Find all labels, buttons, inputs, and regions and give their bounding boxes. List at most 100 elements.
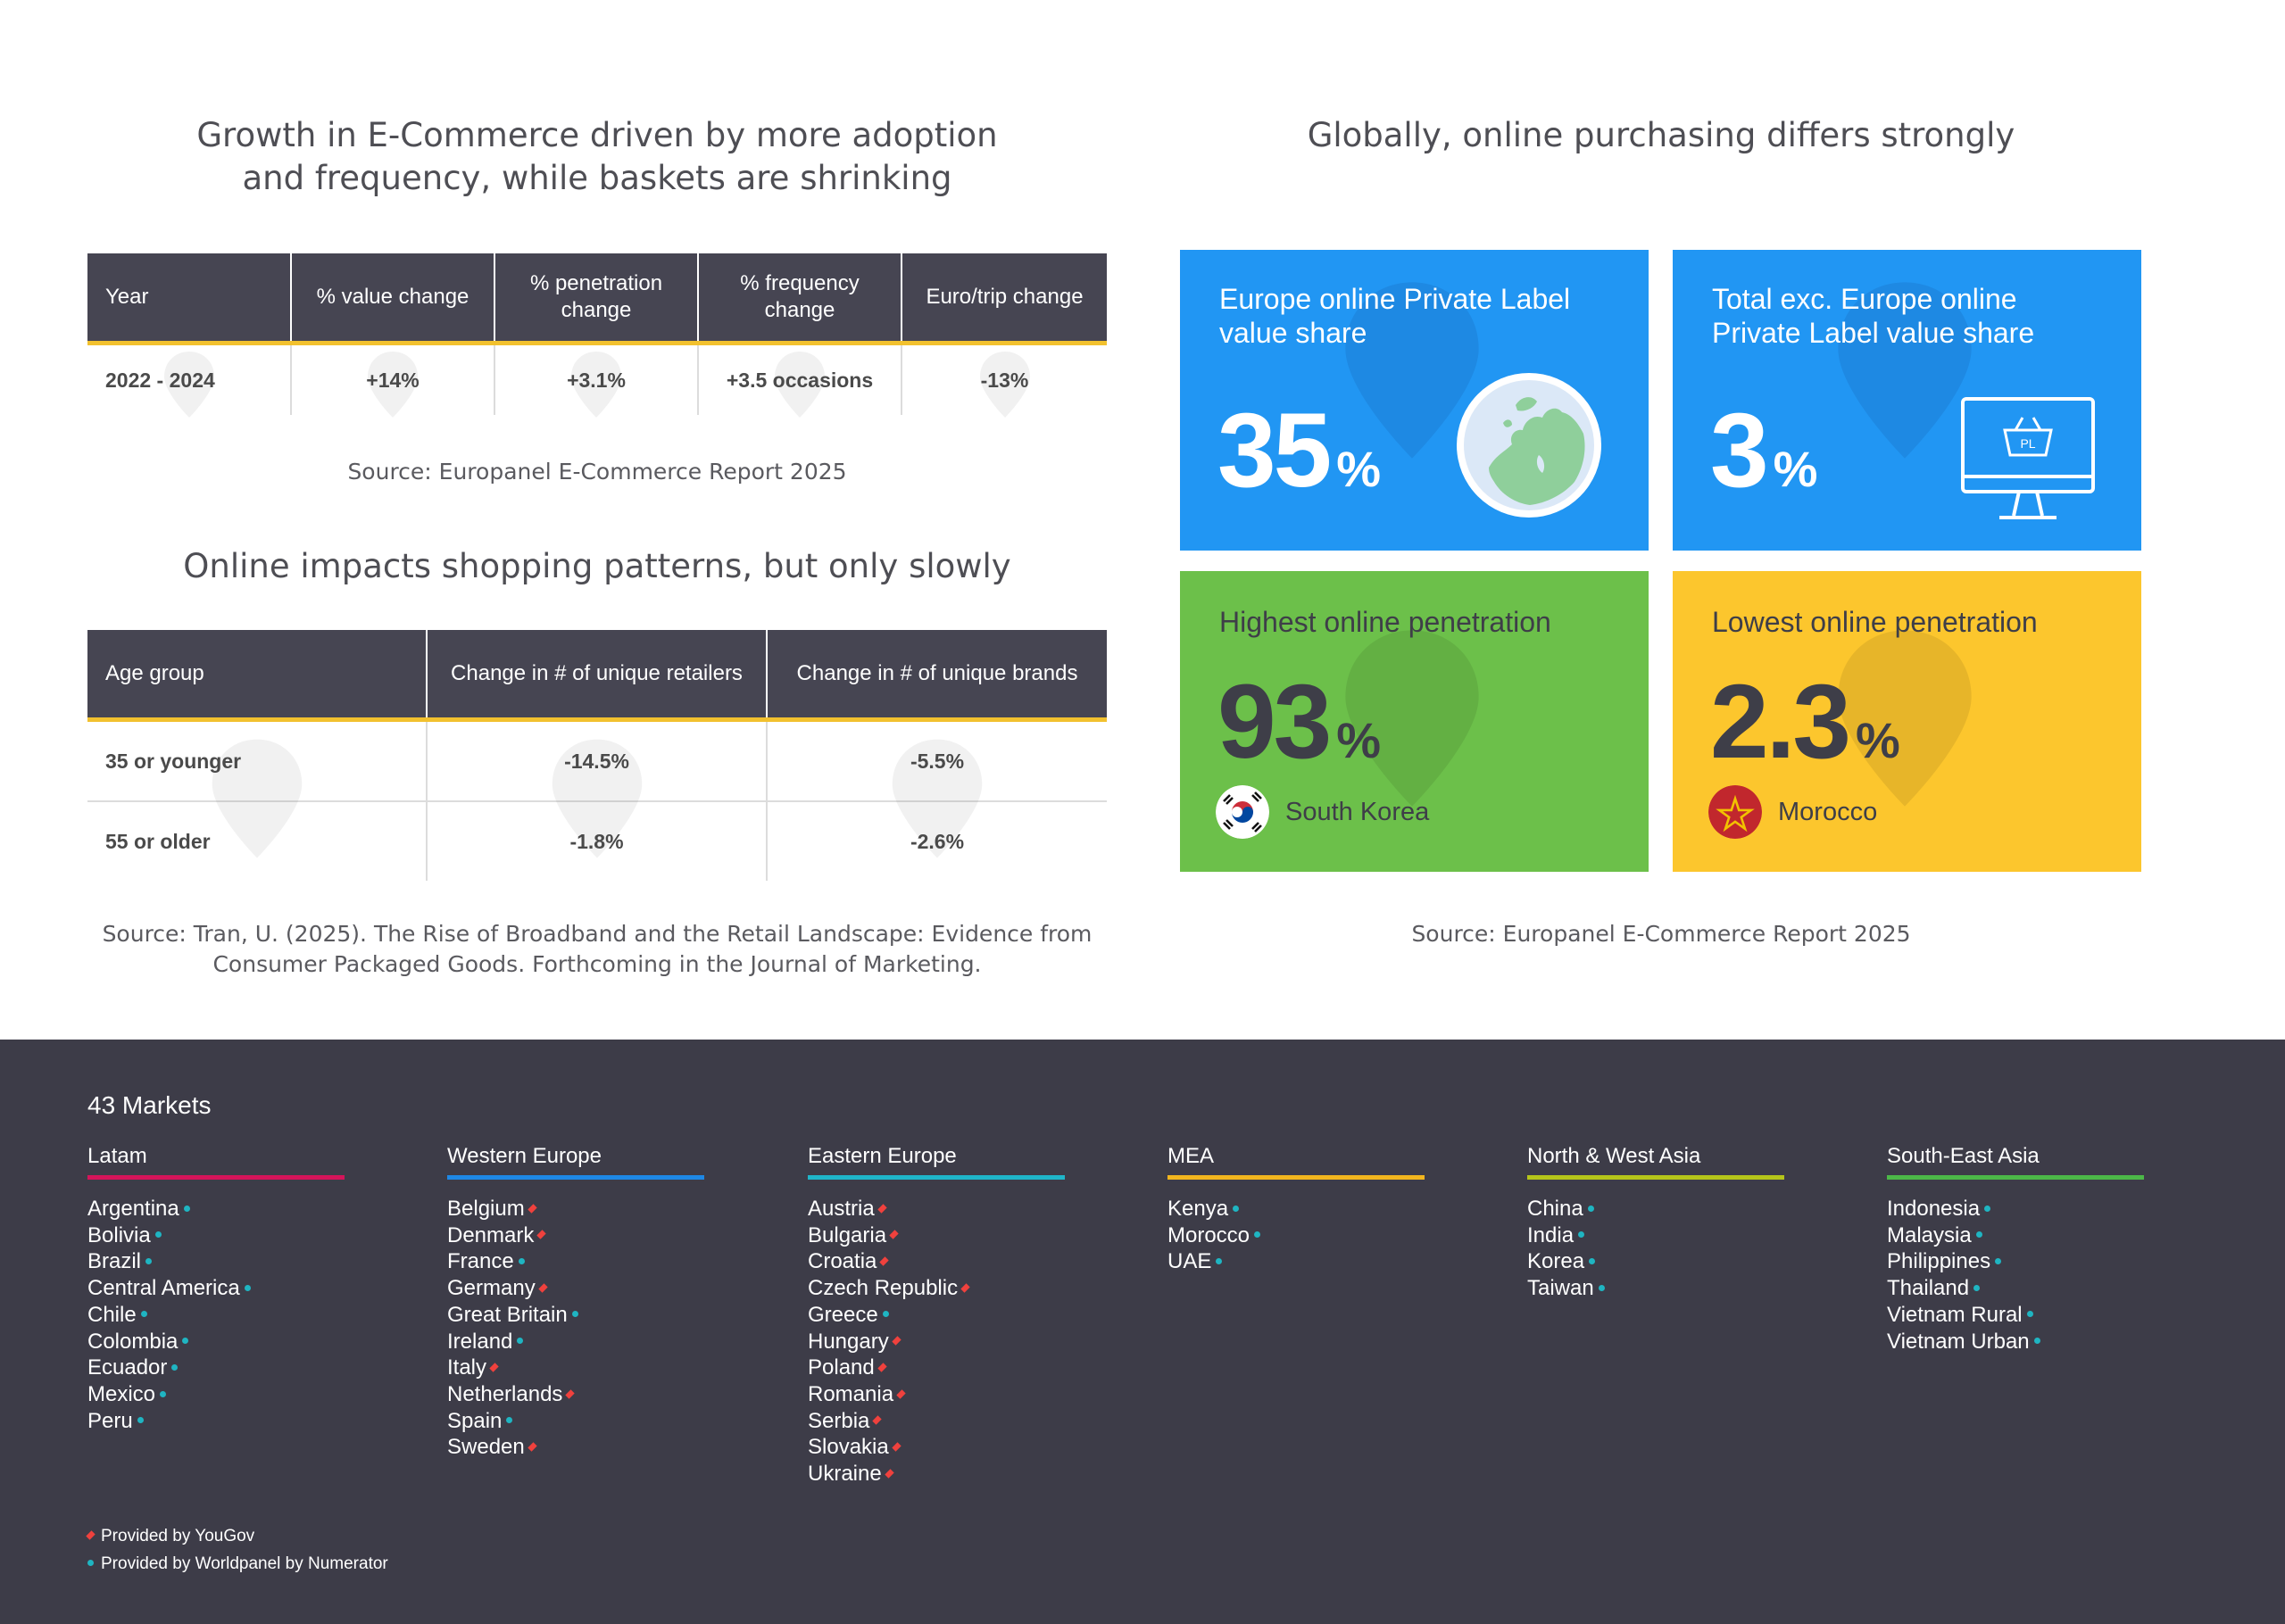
dot-marker-icon (1973, 1284, 1981, 1291)
country-name: Hungary (808, 1329, 889, 1354)
list-item: Romania (808, 1381, 1067, 1408)
table-header-row: Year % value change % penetration change… (87, 253, 1107, 345)
tile-value: 93% (1217, 663, 1382, 781)
diamond-marker-icon (528, 1442, 537, 1452)
tile-unit: % (1336, 441, 1382, 497)
dot-marker-icon (2033, 1338, 2040, 1345)
diamond-marker-icon (536, 1230, 547, 1240)
country-name: Chile (87, 1302, 137, 1327)
region-column: North & West Asia China India Korea Taiwan (1527, 1143, 1786, 1302)
dot-marker-icon (506, 1417, 513, 1424)
legend-worldpanel: Provided by Worldpanel by Numerator (87, 1554, 388, 1574)
diamond-marker-icon (892, 1442, 902, 1452)
country-name: Denmark (447, 1222, 535, 1247)
country-name: Korea (1527, 1249, 1585, 1274)
table-row: 35 or younger -14.5% -5.5% (87, 719, 1107, 858)
country-name: Ukraine (808, 1462, 882, 1487)
dot-marker-icon (1254, 1231, 1261, 1239)
dot-marker-icon (1587, 1205, 1594, 1212)
list-item: Sweden (447, 1434, 706, 1461)
tile-label: Total exc. Europe online Private Label v… (1712, 283, 2035, 349)
dot-marker-icon (517, 1338, 524, 1345)
diamond-marker-icon (538, 1283, 548, 1293)
dot-marker-icon (518, 1258, 525, 1265)
country-name: Argentina (87, 1197, 179, 1221)
country-name: Slovakia (808, 1435, 889, 1460)
tile-rest-pl-share: Total exc. Europe online Private Label v… (1673, 250, 2141, 551)
region-column: Western Europe Belgium Denmark France German… (447, 1143, 706, 1461)
dot-marker-icon (1216, 1258, 1223, 1265)
list-item: Poland (808, 1355, 1067, 1381)
table-header-row: Age group Change in # of unique retailer… (87, 630, 1107, 722)
dot-marker-icon (1578, 1231, 1585, 1239)
dot-marker-icon (1995, 1258, 2002, 1265)
morocco-flag-icon (1708, 785, 1762, 839)
diamond-marker-icon (872, 1415, 883, 1425)
country-list: China India Korea Taiwan (1527, 1196, 1786, 1302)
country-name: France (447, 1249, 514, 1274)
dot-marker-icon (1984, 1205, 1991, 1212)
south-korea-flag-icon (1216, 785, 1269, 839)
country-name: Indonesia (1887, 1197, 1981, 1221)
list-item: Greece (808, 1302, 1067, 1329)
list-item: Italy (447, 1355, 706, 1381)
country-name: Serbia (808, 1408, 870, 1433)
tile-highest-penetration: Highest online penetration 93% South Kor… (1180, 571, 1649, 872)
header-value-change: % value change (291, 253, 495, 345)
europanel-watermark-icon (1345, 282, 1479, 459)
dot-marker-icon (140, 1311, 147, 1318)
region-heading: Eastern Europe (808, 1143, 1065, 1180)
list-item: Denmark (447, 1222, 706, 1249)
country-name: Morocco (1778, 798, 1878, 826)
diamond-marker-icon (960, 1283, 970, 1293)
country-name: Czech Republic (808, 1276, 959, 1301)
list-item: Colombia (87, 1329, 346, 1355)
table-row: 55 or older -1.8% -2.6% (87, 801, 1107, 881)
table1-source: Source: Europanel E-Commerce Report 2025 (347, 459, 847, 485)
dot-marker-icon (2026, 1311, 2033, 1318)
country-name: Great Britain (447, 1302, 568, 1327)
list-item: Ireland (447, 1329, 706, 1355)
list-item: Slovakia (808, 1434, 1067, 1461)
diamond-marker-icon (892, 1336, 902, 1346)
table1-title: Growth in E-Commerce driven by more adop… (196, 116, 998, 197)
list-item: Philippines (1887, 1248, 2146, 1275)
dot-marker-icon (571, 1311, 578, 1318)
header-unique-brands: Change in # of unique brands (767, 630, 1107, 722)
svg-text:PL: PL (2020, 436, 2035, 451)
list-item: Ecuador (87, 1355, 346, 1381)
europanel-watermark-icon (1838, 630, 1972, 807)
country-list: Indonesia Malaysia Philippines Thailand Viet… (1887, 1196, 2146, 1355)
country-name: Belgium (447, 1197, 525, 1221)
list-item: Belgium (447, 1196, 706, 1222)
cell-year: 2022 - 2024 (87, 343, 292, 418)
tile-label: Highest online penetration (1219, 606, 1551, 638)
dot-marker-icon (1233, 1205, 1240, 1212)
europanel-watermark-icon (1345, 630, 1479, 807)
country-name: Colombia (87, 1329, 179, 1354)
diamond-marker-icon (877, 1203, 887, 1214)
dot-marker-icon (882, 1311, 889, 1318)
globe-europe-icon (1457, 373, 1601, 518)
list-item: Great Britain (447, 1302, 706, 1329)
dot-marker-icon (183, 1205, 190, 1212)
dot-marker-icon (182, 1338, 189, 1345)
country-name: Bulgaria (808, 1222, 887, 1247)
tile-label: Lowest online penetration (1712, 606, 2038, 638)
diamond-marker-icon (528, 1203, 537, 1214)
diamond-marker-icon (489, 1363, 499, 1372)
dot-marker-icon (154, 1231, 162, 1239)
country-name: Netherlands (447, 1381, 563, 1406)
tile-value: 35% (1217, 392, 1382, 510)
country-name: Austria (808, 1197, 875, 1221)
country-name: Kenya (1167, 1197, 1229, 1221)
list-item: Chile (87, 1302, 346, 1329)
list-item: Thailand (1887, 1275, 2146, 1302)
country-name: Malaysia (1887, 1222, 1972, 1247)
dot-marker-icon (137, 1417, 144, 1424)
diamond-marker-icon (565, 1388, 576, 1399)
tiles-title: Globally, online purchasing differs stro… (1307, 116, 2015, 154)
tile-lowest-penetration: Lowest online penetration 2.3% Morocco (1673, 571, 2141, 872)
list-item: Austria (808, 1196, 1067, 1222)
list-item: Vietnam Rural (1887, 1302, 2146, 1329)
